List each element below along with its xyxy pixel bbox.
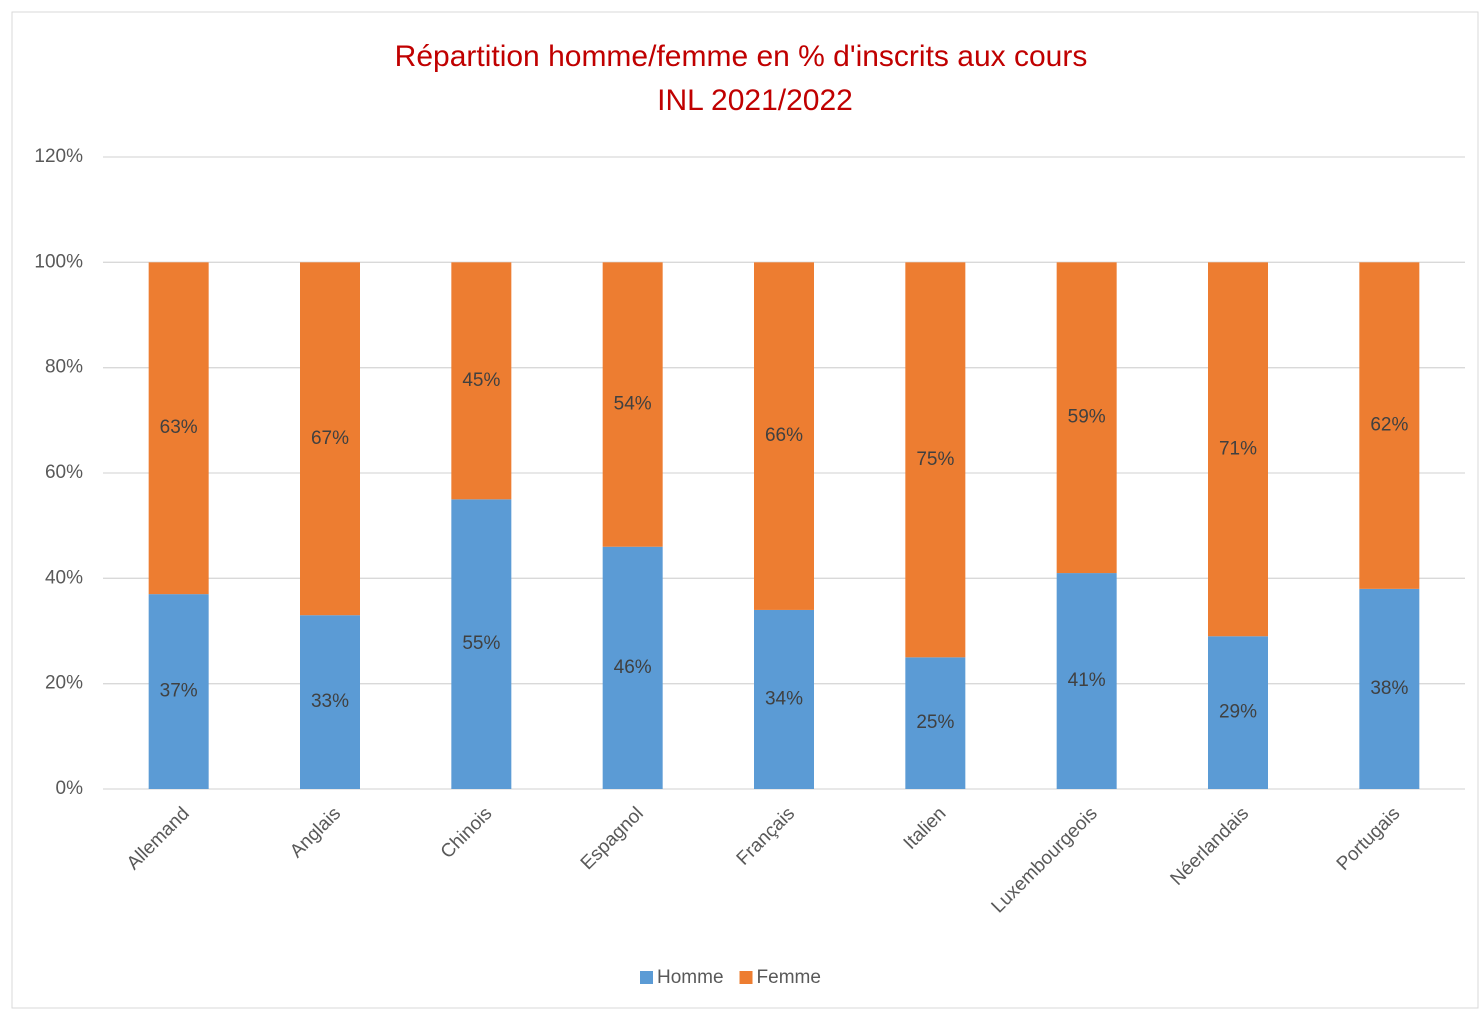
legend-swatch <box>640 971 653 984</box>
data-label: 62% <box>1370 415 1408 436</box>
data-label: 55% <box>462 633 500 654</box>
data-label: 45% <box>462 370 500 391</box>
y-tick-label: 0% <box>56 778 84 799</box>
bar-segment <box>1359 588 1420 789</box>
data-label: 71% <box>1219 438 1257 459</box>
y-tick-label: 100% <box>34 251 83 272</box>
bar-segment <box>602 262 663 547</box>
bar-segment <box>905 657 966 789</box>
bar-segment <box>1359 262 1420 589</box>
chart-title: INL 2021/2022 <box>657 84 853 117</box>
bar-segment <box>148 594 209 789</box>
y-tick-label: 120% <box>34 146 83 167</box>
legend-label: Homme <box>657 967 724 988</box>
bar-segment <box>602 546 663 789</box>
data-label: 33% <box>311 691 349 712</box>
data-label: 54% <box>614 394 652 415</box>
bar-segment <box>754 609 814 789</box>
data-label: 41% <box>1068 670 1106 691</box>
data-label: 37% <box>160 681 198 702</box>
bar-segment <box>451 499 512 789</box>
bar-segment <box>1056 573 1117 789</box>
bar-segment <box>754 262 814 610</box>
bar-segment <box>148 262 209 595</box>
bar-segment <box>300 262 360 616</box>
data-label: 63% <box>160 417 198 438</box>
y-tick-label: 40% <box>45 567 83 588</box>
data-label: 25% <box>916 712 954 733</box>
chart-title: Répartition homme/femme en % d'inscrits … <box>395 40 1088 73</box>
bar-segment <box>905 262 966 658</box>
data-label: 66% <box>765 425 803 446</box>
y-tick-label: 20% <box>45 673 83 694</box>
data-label: 59% <box>1068 407 1106 428</box>
data-label: 38% <box>1370 678 1408 699</box>
bar-segment <box>1208 262 1268 637</box>
data-label: 34% <box>765 688 803 709</box>
bar-segment <box>1208 636 1268 789</box>
data-label: 29% <box>1219 702 1257 723</box>
bar-segment <box>300 615 360 789</box>
data-label: 46% <box>614 657 652 678</box>
data-label: 67% <box>311 428 349 449</box>
legend-swatch <box>739 971 753 984</box>
bar-segment <box>451 262 512 500</box>
legend-label: Femme <box>757 967 821 988</box>
y-tick-label: 60% <box>45 462 83 483</box>
bar-segment <box>1056 262 1117 574</box>
y-tick-label: 80% <box>45 357 83 378</box>
data-label: 75% <box>916 449 954 470</box>
